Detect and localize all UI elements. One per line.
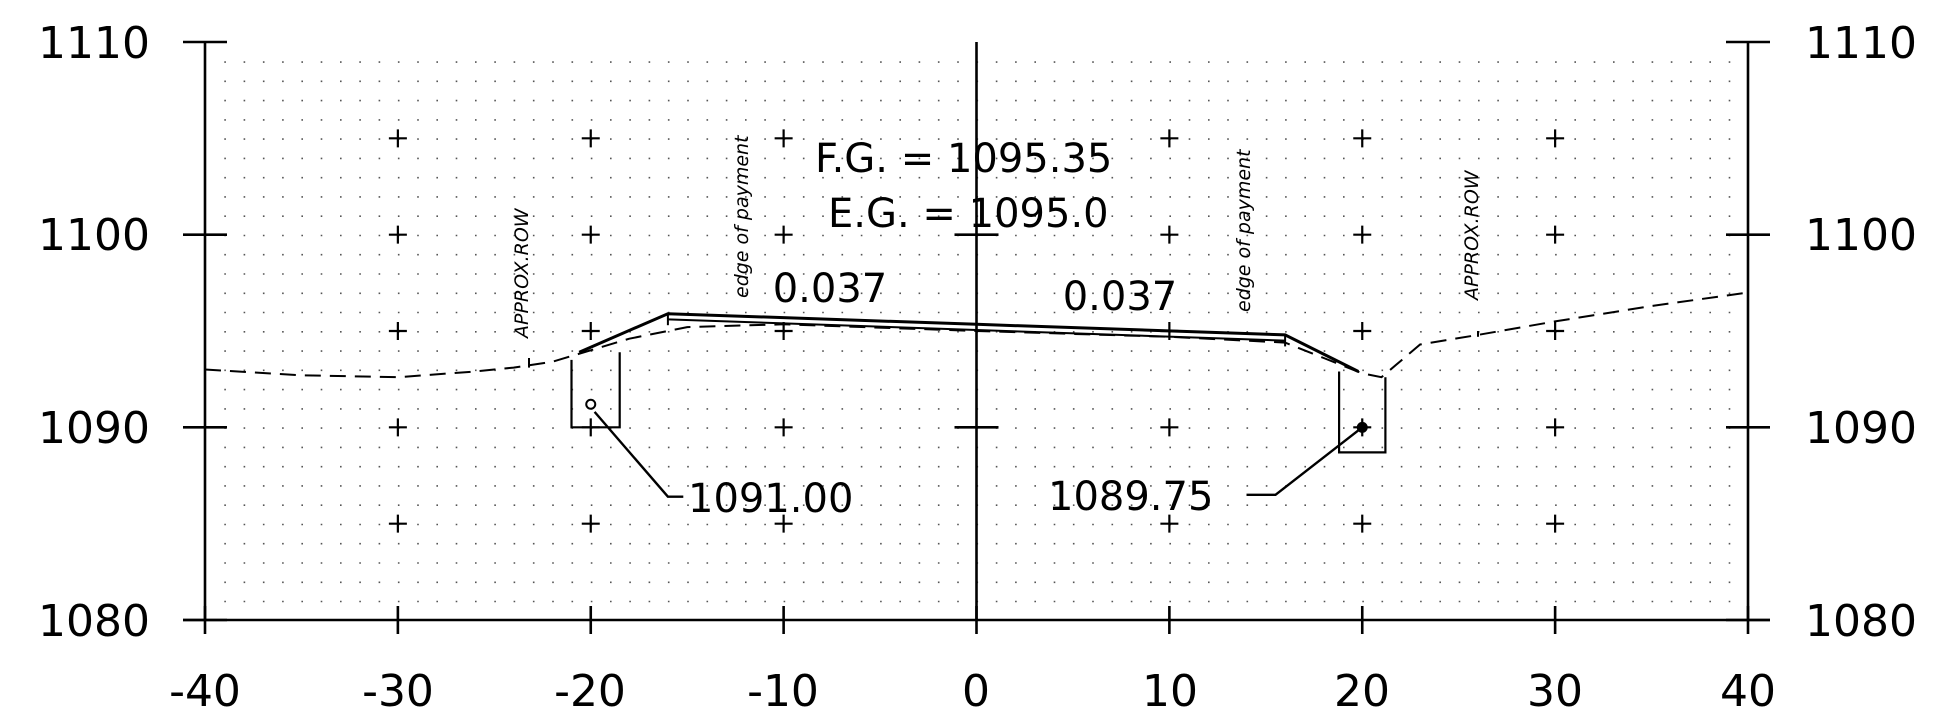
grid-plus-mark [1160,514,1179,533]
ditch-right [1337,371,1387,454]
x-tick-label: -30 [362,666,434,716]
grid-plus-mark [1546,129,1565,148]
existing-ground-line [204,291,1749,379]
finished-grade-label: F.G. = 1095.35 [815,136,1112,182]
edge-of-payment-label-left: edge of payment [731,134,753,298]
grid-plus-mark [388,418,407,437]
x-tick-label: 40 [1720,666,1776,716]
x-tick-label: 0 [962,666,990,716]
edge-of-payment-label-right: edge of payment [1233,148,1255,312]
grid-plus-mark [581,129,600,148]
proposed-grade-line [578,312,1360,373]
grid-plus-mark [1353,225,1372,244]
approx-row-label-right: APPROX.ROW [1461,169,1483,302]
x-tick-label: -40 [169,666,241,716]
grid-plus-mark [774,225,793,244]
grid-plus-mark [388,129,407,148]
grid-plus-mark [1546,514,1565,533]
elevation-label-right: 1089.75 [1048,474,1213,520]
grid-plus-mark [1353,129,1372,148]
elevation-point-left [585,398,597,410]
grid-plus-mark [1160,418,1179,437]
y-tick-label: 1080 [38,596,150,647]
y-tick-label: 1110 [1805,18,1917,69]
y-tick-labels-right: 1110 1100 1090 1080 [1805,18,1917,647]
grid-plus-mark [1546,418,1565,437]
leader-line-left [593,411,684,498]
existing-grade-label: E.G. = 1095.0 [828,191,1109,237]
x-tick-label: 30 [1527,666,1583,716]
grid-plus-mark [388,322,407,340]
elevation-label-left: 1091.00 [688,476,853,522]
slope-label-right: 0.037 [1063,274,1178,320]
y-tick-label: 1110 [38,18,150,69]
grid-plus-mark [1160,129,1179,148]
grid-plus-mark [1546,225,1565,244]
y-tick-label: 1100 [1805,210,1917,261]
grid-plus-mark [1353,322,1372,340]
y-tick-label: 1090 [38,403,150,454]
pavement-bottom-line [667,318,1286,342]
approx-row-label-left: APPROX.ROW [511,207,533,340]
axis-frame [183,40,1770,634]
grid-plus-mark [581,225,600,244]
leader-line-right [1246,426,1364,496]
slope-label-left: 0.037 [773,266,888,312]
grid-plus-mark [1160,225,1179,244]
x-tick-label: 20 [1334,666,1390,716]
grid-plus-mark [388,514,407,533]
x-tick-label: -10 [747,666,819,716]
x-tick-label: -20 [554,666,626,716]
grid-plus-mark [774,418,793,437]
x-tick-labels: -40 -30 -20 -10 0 10 20 30 40 [169,666,1776,717]
grid-plus-mark [774,129,793,148]
grid-plus-mark [388,225,407,244]
grid-plus-mark [1546,322,1565,340]
grid-plus-mark [581,514,600,533]
ditch-left [570,352,621,429]
y-tick-labels-left: 1110 1100 1090 1080 [38,18,150,647]
x-tick-label: 10 [1142,666,1198,716]
grid-plus-mark [774,514,793,533]
y-tick-label: 1090 [1805,403,1917,454]
grid-plus-mark [581,322,600,340]
y-tick-label: 1080 [1805,596,1917,647]
section-lines [204,291,1749,498]
grid-plus-mark [1353,514,1372,533]
y-tick-label: 1100 [38,210,150,261]
